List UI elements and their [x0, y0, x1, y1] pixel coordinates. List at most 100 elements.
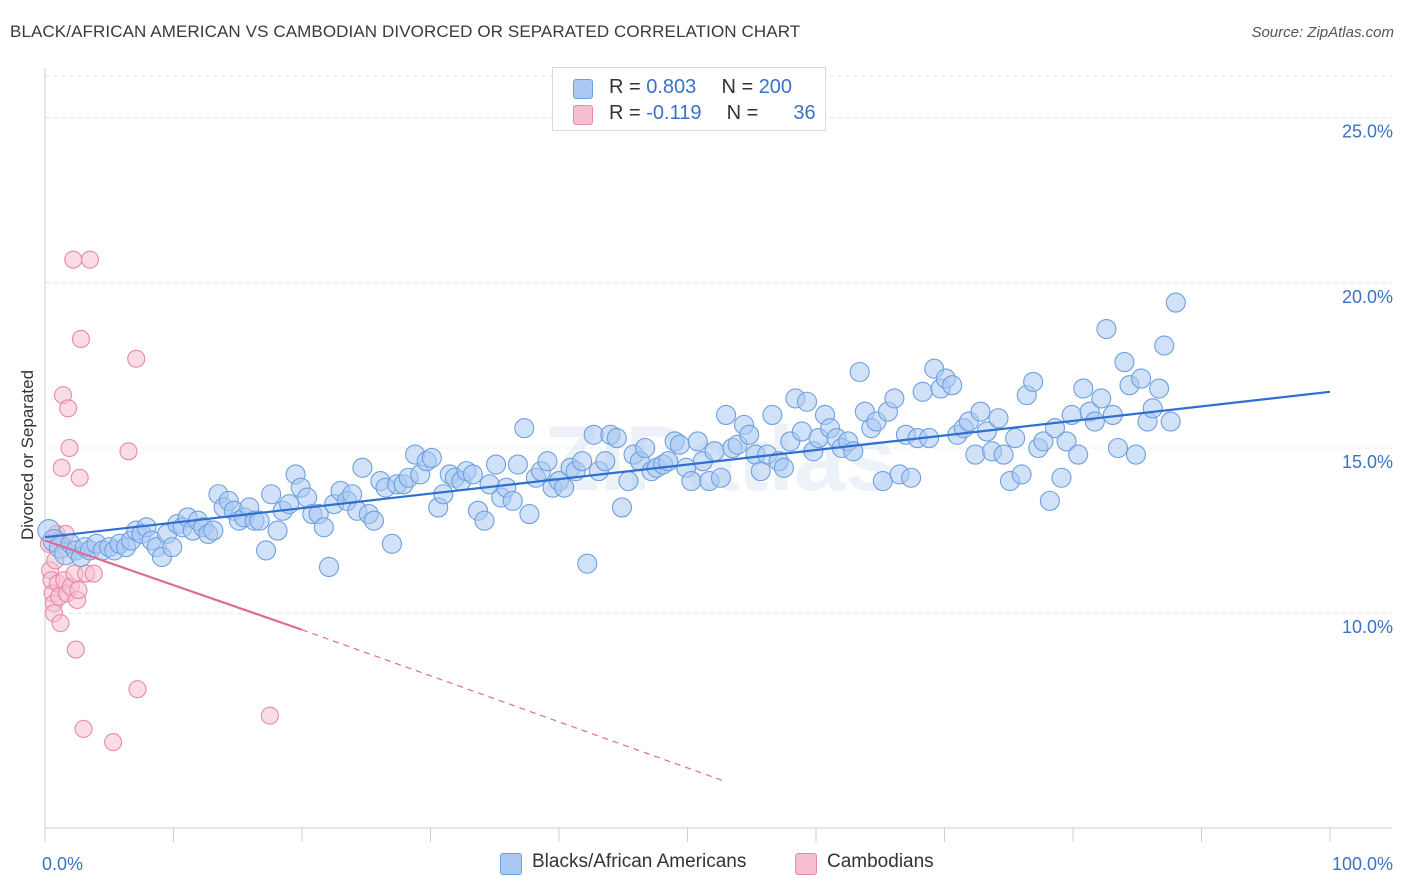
legend-r-value: 0.803 [646, 76, 697, 98]
black-african-american-point [912, 381, 933, 402]
y-tick-label: 15.0% [1342, 452, 1393, 472]
bottom-legend-swatch-pink [795, 853, 817, 875]
black-african-american-point [993, 444, 1014, 465]
black-african-american-point [796, 391, 818, 412]
black-african-american-point [381, 533, 403, 554]
black-african-american-point [363, 510, 385, 531]
cambodian-point [74, 719, 93, 738]
y-tick-label: 25.0% [1342, 122, 1393, 142]
black-african-american-point [1039, 490, 1060, 511]
black-african-american-point [1107, 437, 1129, 459]
black-african-american-point [1005, 428, 1026, 449]
black-african-american-point [1056, 431, 1077, 452]
cambodians-trend-line [44, 539, 303, 631]
source-credit: Source: ZipAtlas.com [1251, 24, 1394, 41]
black-african-american-point [203, 520, 224, 541]
black-african-american-point [595, 451, 616, 472]
chart-title: BLACK/AFRICAN AMERICAN VS CAMBODIAN DIVO… [10, 22, 801, 41]
black-african-american-point [710, 467, 731, 488]
cambodian-point [60, 438, 79, 458]
blacks-trend-line [44, 390, 1331, 539]
black-african-american-point [255, 540, 277, 561]
black-african-american-point [1114, 352, 1135, 373]
black-african-american-point [421, 447, 442, 468]
legend-r-label: R = [609, 102, 641, 124]
black-african-american-point [1165, 292, 1186, 313]
cambodians-trend-extension [301, 629, 727, 783]
cambodian-point [127, 349, 146, 368]
cambodian-point [104, 733, 123, 752]
cambodian-point [66, 640, 85, 659]
legend-n-value: 200 [758, 76, 793, 98]
trend-lines [44, 390, 1331, 783]
black-african-american-point [1142, 398, 1163, 419]
black-african-american-point [618, 470, 639, 492]
black-african-american-point [267, 520, 288, 541]
black-african-american-point [1160, 411, 1181, 432]
black-african-american-points [37, 292, 1186, 578]
axes [44, 68, 1392, 842]
black-african-american-point [502, 490, 523, 511]
tick-labels: 10.0% 15.0% 20.0% 25.0% 0.0% 100.0% [42, 122, 1393, 874]
y-tick-label: 20.0% [1342, 287, 1393, 307]
black-african-american-point [462, 464, 483, 485]
black-african-american-point [583, 424, 604, 445]
black-african-american-point [606, 428, 627, 449]
black-african-american-point [884, 388, 905, 409]
black-african-american-point [1149, 378, 1170, 399]
black-african-american-point [687, 431, 708, 452]
black-african-american-point [872, 470, 893, 492]
black-african-american-point [715, 404, 737, 426]
black-african-american-point [1033, 431, 1054, 452]
legend-n-label: N = [726, 102, 759, 124]
cambodian-point [128, 680, 147, 699]
black-african-american-point [791, 421, 812, 442]
black-african-american-point [681, 470, 702, 492]
black-african-american-point [988, 408, 1009, 429]
legend-r-value: -0.119 [646, 102, 702, 124]
black-african-american-point [519, 504, 540, 525]
cambodian-point [51, 614, 70, 633]
bottom-legend-label: Blacks/African Americans [532, 851, 747, 872]
black-african-american-point [261, 484, 282, 505]
black-african-american-point [704, 441, 725, 462]
black-african-american-point [635, 437, 656, 459]
cambodian-point [119, 442, 138, 461]
bottom-legend-label: Cambodians [827, 851, 934, 872]
black-african-american-point [572, 451, 593, 472]
x-tick-label: 100.0% [1332, 854, 1393, 874]
black-african-american-point [162, 537, 183, 558]
cambodian-point [260, 706, 279, 725]
black-african-american-point [577, 553, 598, 574]
black-african-american-point [970, 401, 991, 422]
black-african-american-point [1073, 378, 1094, 399]
y-axis-label: Divorced or Separated [18, 370, 37, 540]
black-african-american-point [773, 457, 794, 478]
black-african-american-point [1068, 444, 1089, 465]
black-african-american-point [1154, 335, 1175, 356]
black-african-american-point [901, 467, 922, 488]
cambodian-point [64, 250, 83, 269]
black-african-american-point [1131, 368, 1152, 389]
legend-r-label: R = [609, 76, 641, 98]
legend-n-value: 36 [793, 102, 816, 124]
black-african-american-point [849, 361, 870, 383]
black-african-american-point [762, 404, 783, 426]
black-african-american-point [1011, 464, 1032, 485]
black-african-american-point [611, 497, 633, 518]
black-african-american-point [942, 375, 963, 396]
grid-lines [45, 75, 1392, 614]
black-african-american-point [313, 517, 334, 538]
black-african-american-point [1091, 388, 1112, 409]
black-african-american-point [537, 451, 558, 472]
black-african-american-point [318, 556, 340, 578]
black-african-american-point [965, 444, 986, 465]
black-african-american-point [669, 434, 690, 455]
black-african-american-point [1023, 371, 1044, 392]
cambodian-point [70, 468, 89, 487]
black-african-american-point [739, 424, 760, 445]
black-african-american-point [1084, 411, 1105, 432]
correlation-legend: R = 0.803 N = 200 R = -0.119 N = 36 [552, 67, 826, 131]
cambodian-point [80, 250, 100, 269]
